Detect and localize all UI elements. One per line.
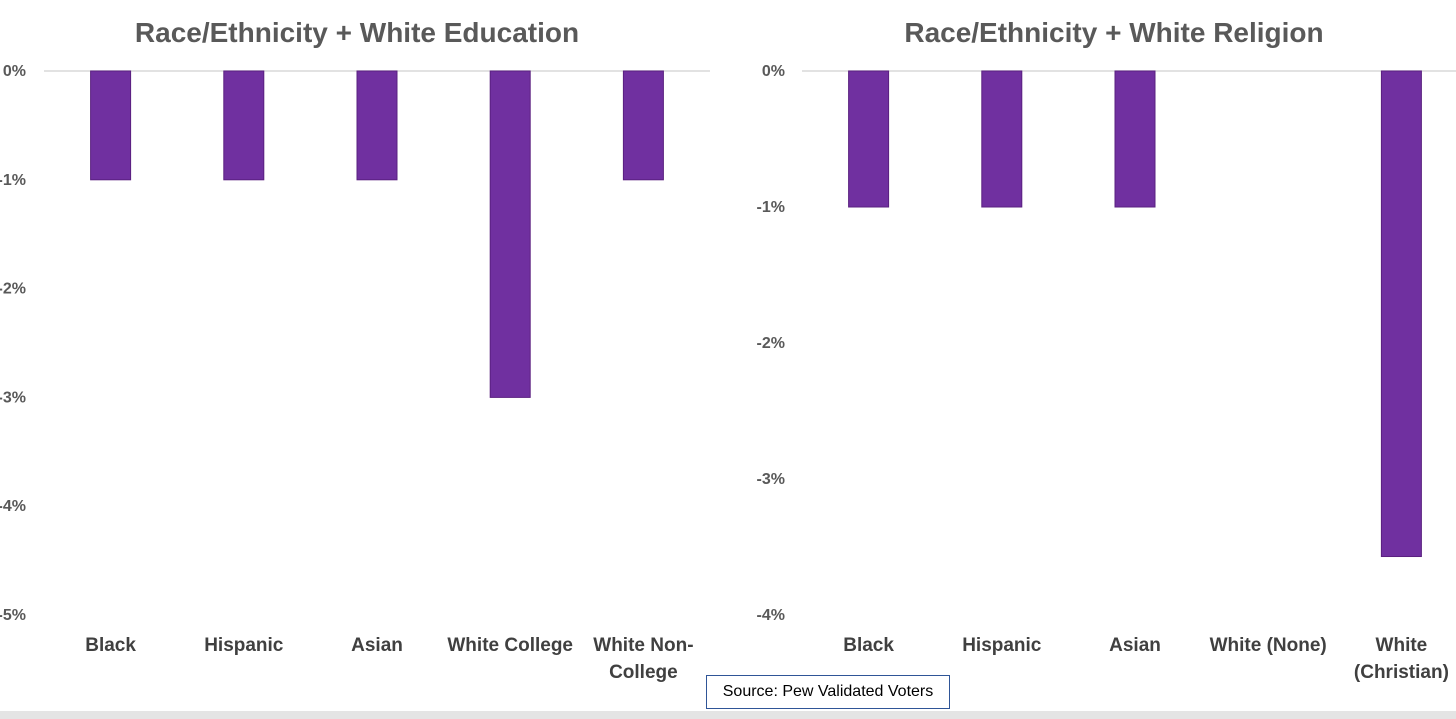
y-tick-label: -3% xyxy=(0,389,26,406)
x-category-label: Hispanic xyxy=(962,635,1042,656)
bar-white-non-college xyxy=(622,70,664,181)
chart-title: Race/Ethnicity + White Religion xyxy=(904,17,1323,48)
bar-black xyxy=(848,70,890,208)
x-category-label: Asian xyxy=(1109,635,1161,656)
x-category-label-line: Black xyxy=(85,635,136,656)
x-category-label: Black xyxy=(843,635,894,656)
x-category-label: White College xyxy=(447,635,573,656)
x-category-label-line: College xyxy=(609,662,678,683)
x-category-label-line: White (None) xyxy=(1210,635,1327,656)
y-tick-label: -4% xyxy=(757,607,785,624)
x-category-label: Hispanic xyxy=(204,635,284,656)
y-tick-label: -1% xyxy=(0,172,26,189)
bar-white-christian xyxy=(1380,70,1422,558)
x-category-label-line: White xyxy=(1376,635,1428,656)
bar-black xyxy=(90,70,132,181)
source-note: Source: Pew Validated Voters xyxy=(706,675,950,709)
bar-white-college xyxy=(489,70,531,398)
x-category-label: Black xyxy=(85,635,136,656)
bar-hispanic xyxy=(981,70,1023,208)
y-tick-label: 0% xyxy=(762,63,785,80)
y-tick-label: -3% xyxy=(757,471,785,488)
y-tick-label: -4% xyxy=(0,498,26,515)
x-category-label: White (Christian) xyxy=(1354,635,1449,683)
footer-bar xyxy=(0,711,1456,719)
x-category-label-line: Asian xyxy=(351,635,403,656)
x-category-label-line: Asian xyxy=(1109,635,1161,656)
y-tick-label: -5% xyxy=(0,607,26,624)
y-tick-label: -2% xyxy=(757,335,785,352)
x-category-label-line: (Christian) xyxy=(1354,662,1449,683)
chart-title: Race/Ethnicity + White Education xyxy=(135,17,579,48)
bar-hispanic xyxy=(223,70,265,181)
x-category-label: Asian xyxy=(351,635,403,656)
x-category-label: White Non- College xyxy=(593,635,693,683)
x-category-label-line: White College xyxy=(447,635,573,656)
x-category-label-line: White Non- xyxy=(593,635,693,656)
y-tick-label: 0% xyxy=(3,63,26,80)
x-category-label-line: Hispanic xyxy=(204,635,284,656)
bar-asian xyxy=(356,70,398,181)
x-category-label-line: Black xyxy=(843,635,894,656)
x-category-label: White (None) xyxy=(1210,635,1327,656)
y-tick-label: -2% xyxy=(0,281,26,298)
x-category-label-line: Hispanic xyxy=(962,635,1042,656)
y-tick-label: -1% xyxy=(757,199,785,216)
bar-asian xyxy=(1114,70,1156,208)
